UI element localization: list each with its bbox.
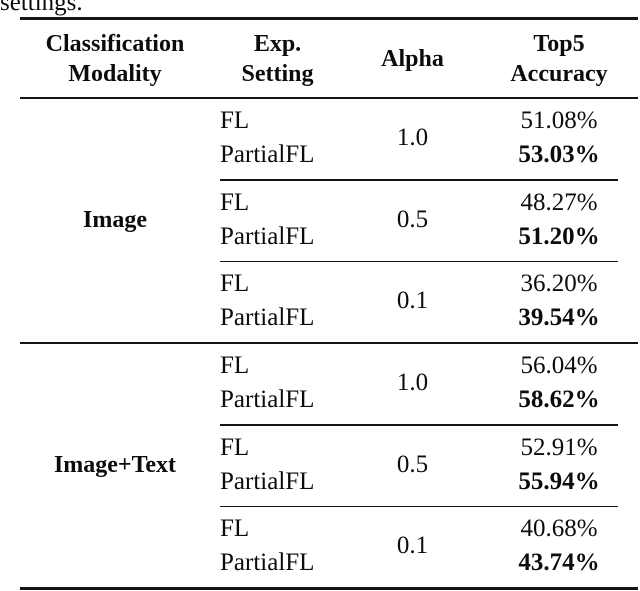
- setting-value: FL: [220, 352, 250, 379]
- alpha-cell: 0.5: [396, 205, 429, 233]
- accuracy-cell: 56.04% 58.62%: [480, 349, 638, 417]
- accuracy-cell: 48.27% 51.20%: [480, 186, 638, 254]
- accuracy-value: 55.94%: [518, 467, 600, 495]
- accuracy-cell: 51.08% 53.03%: [480, 104, 638, 172]
- exp-setting-cell: FL PartialFL: [210, 267, 345, 335]
- accuracy-cell: 52.91% 55.94%: [480, 431, 638, 499]
- exp-group: FL PartialFL 0.5 48.27% 51.20%: [210, 181, 638, 261]
- column-header-alpha: Alpha: [345, 20, 480, 97]
- column-header-top5-accuracy: Top5 Accuracy: [480, 20, 638, 97]
- exp-group: FL PartialFL 0.1 36.20% 39.54%: [210, 262, 638, 342]
- group-divider-rule: [220, 260, 618, 262]
- setting-value: PartialFL: [220, 222, 315, 250]
- exp-group: FL PartialFL 1.0 56.04% 58.62%: [210, 344, 638, 424]
- accuracy-value: 52.91%: [520, 433, 598, 461]
- exp-group: FL PartialFL 1.0 51.08% 53.03%: [210, 99, 638, 179]
- group-divider-rule: [220, 424, 618, 426]
- exp-setting-cell: FL PartialFL: [210, 349, 345, 417]
- group-divider-rule: [220, 505, 618, 507]
- alpha-cell: 0.1: [396, 287, 429, 314]
- setting-value: FL: [220, 188, 250, 216]
- setting-value: PartialFL: [220, 141, 315, 168]
- accuracy-value: 58.62%: [518, 386, 600, 413]
- group-divider-rule: [220, 179, 618, 181]
- caption-text: settings.: [0, 0, 83, 16]
- exp-setting-cell: FL PartialFL: [210, 104, 345, 172]
- modality-block-image-text: Image+Text FL PartialFL 1.0 56.04% 58.62…: [20, 344, 638, 587]
- setting-value: PartialFL: [220, 467, 315, 495]
- column-header-modality: Classification Modality: [20, 20, 210, 97]
- setting-value: FL: [220, 433, 250, 461]
- alpha-cell: 1.0: [396, 124, 429, 151]
- bottom-rule: [20, 587, 638, 590]
- block-body: FL PartialFL 1.0 51.08% 53.03% FL Partia…: [210, 99, 638, 342]
- modality-block-image: Image FL PartialFL 1.0 51.08% 53.03%: [20, 99, 638, 342]
- exp-group: FL PartialFL 0.5 52.91% 55.94%: [210, 426, 638, 506]
- caption-fragment: settings.: [0, 0, 640, 17]
- alpha-cell: 1.0: [396, 369, 429, 396]
- accuracy-cell: 40.68% 43.74%: [480, 512, 638, 580]
- header-line: Top5: [533, 30, 585, 57]
- alpha-cell: 0.5: [396, 450, 429, 478]
- header-line: Modality: [68, 60, 162, 87]
- accuracy-value: 51.20%: [518, 222, 600, 250]
- block-body: FL PartialFL 1.0 56.04% 58.62% FL Partia…: [210, 344, 638, 587]
- accuracy-value: 56.04%: [520, 352, 598, 379]
- accuracy-cell: 36.20% 39.54%: [480, 267, 638, 335]
- header-line: Setting: [241, 60, 314, 87]
- setting-value: FL: [220, 107, 250, 134]
- setting-value: PartialFL: [220, 549, 315, 576]
- exp-group: FL PartialFL 0.1 40.68% 43.74%: [210, 507, 638, 587]
- setting-value: PartialFL: [220, 386, 315, 413]
- table-header: Classification Modality Exp. Setting Alp…: [20, 20, 638, 97]
- exp-setting-cell: FL PartialFL: [210, 512, 345, 580]
- accuracy-value: 51.08%: [520, 107, 598, 134]
- setting-value: FL: [220, 270, 250, 297]
- accuracy-value: 39.54%: [518, 304, 600, 331]
- modality-label: Image+Text: [53, 452, 177, 478]
- top-rule: [20, 17, 638, 20]
- exp-setting-cell: FL PartialFL: [210, 431, 345, 499]
- setting-value: FL: [220, 515, 250, 542]
- header-line: Accuracy: [510, 60, 608, 87]
- accuracy-value: 48.27%: [520, 188, 598, 216]
- column-header-exp-setting: Exp. Setting: [210, 20, 345, 97]
- results-table: Classification Modality Exp. Setting Alp…: [20, 17, 638, 590]
- header-line: Exp.: [253, 30, 302, 57]
- setting-value: PartialFL: [220, 304, 315, 331]
- header-line: Classification: [45, 30, 185, 57]
- accuracy-value: 43.74%: [518, 549, 600, 576]
- exp-setting-cell: FL PartialFL: [210, 186, 345, 254]
- accuracy-value: 53.03%: [518, 141, 600, 168]
- alpha-cell: 0.1: [396, 532, 429, 559]
- header-rule: [20, 97, 638, 99]
- modality-label: Image: [83, 207, 147, 233]
- accuracy-value: 36.20%: [520, 270, 598, 297]
- header-line: Alpha: [381, 45, 444, 72]
- accuracy-value: 40.68%: [520, 515, 598, 542]
- block-divider-rule: [20, 342, 638, 344]
